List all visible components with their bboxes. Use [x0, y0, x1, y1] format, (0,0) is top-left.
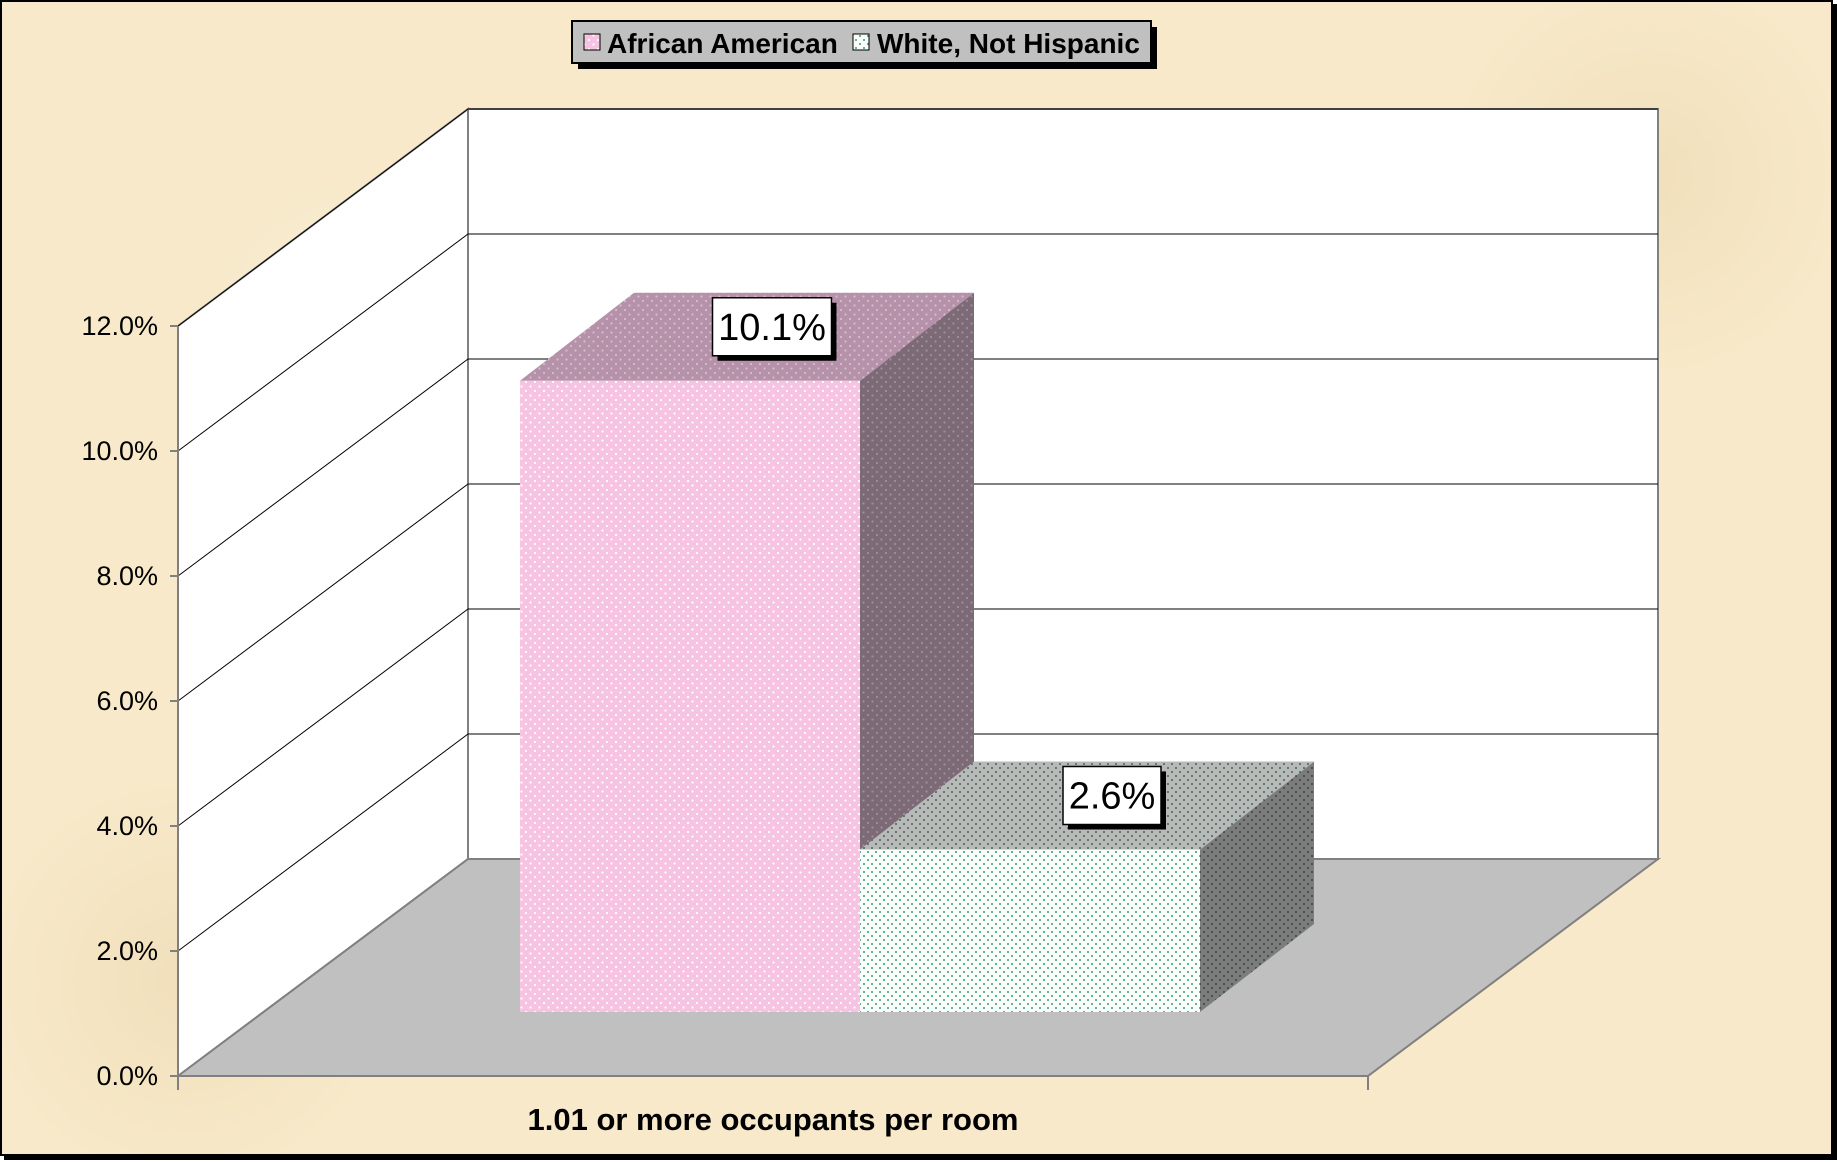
gridline-side: [177, 608, 469, 827]
legend-label-white-not-hispanic: White, Not Hispanic: [877, 28, 1140, 59]
legend-label-african-american: African American: [607, 28, 838, 59]
y-tick-label: 8.0%: [96, 561, 158, 591]
bars: [520, 292, 1314, 1012]
data-label-african-american: 10.1%: [711, 297, 837, 361]
y-tick-label: 0.0%: [96, 1061, 158, 1091]
y-tick-labels: 0.0% 2.0% 4.0% 6.0% 8.0% 10.0% 12.0%: [81, 311, 178, 1091]
legend: African American White, Not Hispanic: [571, 20, 1157, 69]
data-labels: 10.1% 2.6%: [711, 297, 1166, 830]
gridline-side: [177, 483, 469, 702]
x-category-label: 1.01 or more occupants per room: [528, 1102, 1019, 1137]
legend-item-white-not-hispanic: White, Not Hispanic: [852, 28, 1140, 59]
bar-side-white-not-hispanic: [1200, 761, 1314, 1012]
legend-swatch-african-american: [583, 33, 601, 51]
data-label-text: 2.6%: [1069, 776, 1156, 818]
y-tick-label: 10.0%: [81, 436, 158, 466]
data-label-white-not-hispanic: 2.6%: [1062, 765, 1166, 830]
legend-item-african-american: African American: [583, 28, 838, 59]
y-tick-label: 12.0%: [81, 311, 158, 341]
y-axis: [177, 326, 1369, 1090]
y-tick-label: 2.0%: [96, 936, 158, 966]
bar-front-white-not-hispanic: [860, 849, 1200, 1012]
data-label-text: 10.1%: [718, 307, 826, 349]
gridline-side: [177, 108, 469, 327]
y-tick-label: 4.0%: [96, 811, 158, 841]
legend-swatch-white-not-hispanic: [852, 33, 870, 51]
gridline-side: [177, 358, 469, 577]
bar-front-african-american: [520, 380, 860, 1012]
gridline-side: [177, 233, 469, 452]
gridline-side: [177, 733, 469, 952]
y-tick-label: 6.0%: [96, 686, 158, 716]
